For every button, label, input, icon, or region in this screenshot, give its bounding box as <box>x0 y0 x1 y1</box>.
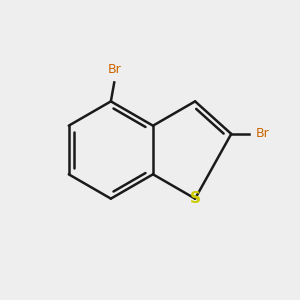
Text: Br: Br <box>107 63 121 76</box>
Text: Br: Br <box>256 128 269 140</box>
Text: S: S <box>190 191 201 206</box>
